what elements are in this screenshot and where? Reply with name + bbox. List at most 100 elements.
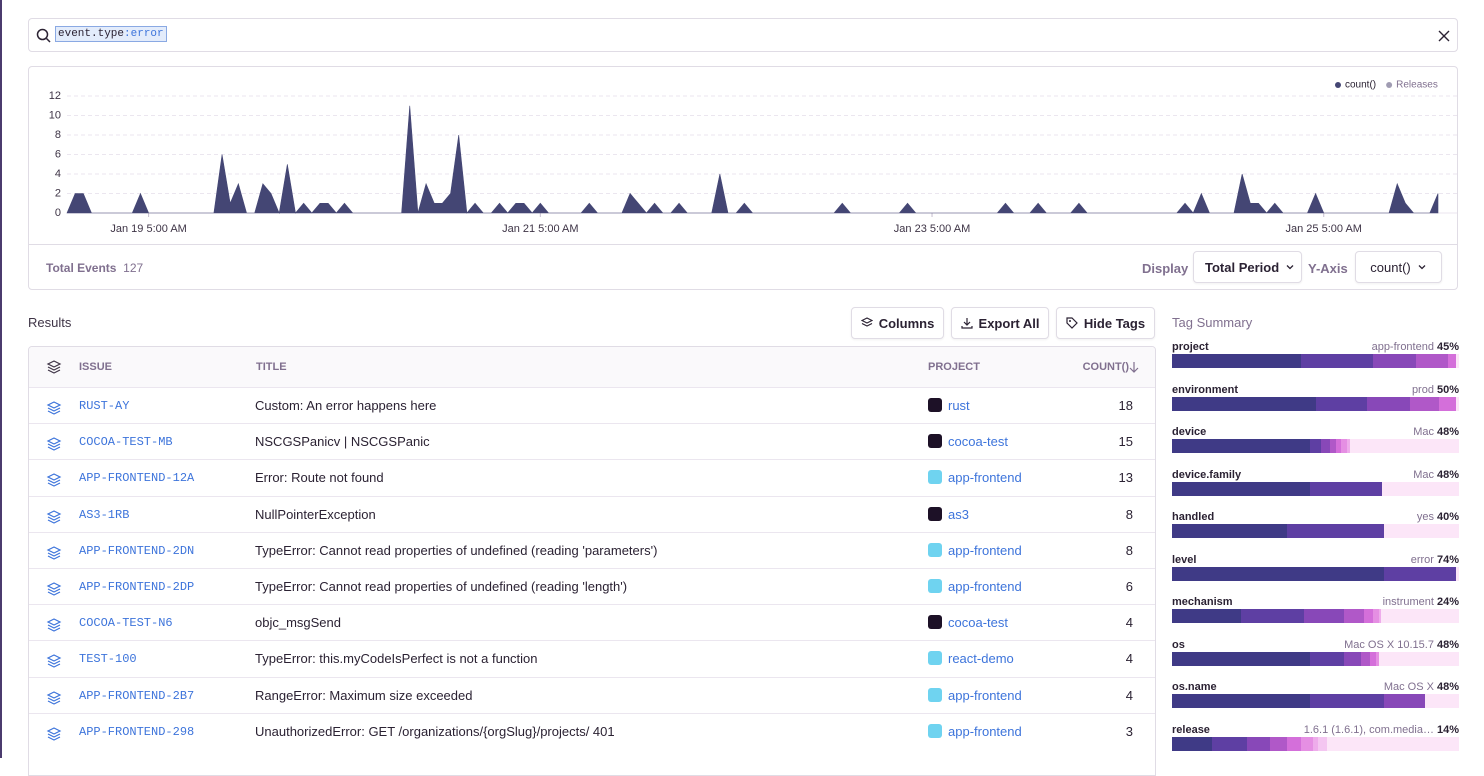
tag-row: environmentprod50% — [1172, 384, 1459, 420]
tag-segment — [1310, 439, 1321, 453]
layers — [48, 438, 60, 450]
tag-segment — [1410, 397, 1439, 411]
tag-bar[interactable] — [1172, 439, 1459, 453]
issue-id[interactable]: RUST-AY — [79, 388, 129, 424]
tag-bar[interactable] — [1172, 567, 1459, 581]
count: 13 — [1119, 460, 1133, 496]
tag-bar[interactable] — [1172, 397, 1459, 411]
issue-icon — [46, 545, 62, 561]
tag-bar[interactable] — [1172, 524, 1459, 538]
table-row: APP-FRONTEND-298UnauthorizedError: GET /… — [29, 713, 1156, 750]
tag-row: mechanisminstrument24% — [1172, 596, 1459, 632]
project-name[interactable]: app-frontend — [948, 460, 1022, 496]
edge — [0, 0, 2, 758]
tag-percent: 40% — [1437, 511, 1459, 523]
results-table: ISSUE TITLE PROJECT COUNT() RUST-AYCusto… — [28, 346, 1156, 776]
tag-segment — [1270, 737, 1287, 751]
table-row: COCOA-TEST-N6objc_msgSendcocoa-test4 — [29, 604, 1156, 641]
layers — [48, 547, 60, 559]
tag-segment — [1347, 439, 1350, 453]
layers — [48, 402, 60, 414]
tag-top-value: instrument24% — [1383, 596, 1459, 608]
project-name[interactable]: rust — [948, 388, 970, 424]
project-name[interactable]: cocoa-test — [948, 424, 1008, 460]
tag-value: Mac — [1413, 469, 1434, 481]
issue-title: TypeError: this.myCodeIsPerfect is not a… — [255, 641, 538, 677]
layers — [48, 692, 60, 704]
tag-row: handledyes40% — [1172, 511, 1459, 547]
tag-value: app-frontend — [1372, 341, 1434, 353]
tag-bar[interactable] — [1172, 652, 1459, 666]
issue-id[interactable]: AS3-1RB — [79, 497, 129, 533]
tag-top-value: Mac48% — [1413, 426, 1459, 438]
issue-id[interactable]: APP-FRONTEND-298 — [79, 714, 194, 750]
tag-segment — [1241, 609, 1304, 623]
export-button[interactable]: Export All — [951, 307, 1049, 339]
tag-segment — [1247, 737, 1270, 751]
layers — [48, 583, 60, 595]
tag-segment — [1367, 397, 1410, 411]
tag-segment — [1439, 397, 1456, 411]
count: 3 — [1126, 714, 1133, 750]
layers — [48, 728, 60, 740]
project-name[interactable]: app-frontend — [948, 569, 1022, 605]
issue-id[interactable]: APP-FRONTEND-2DN — [79, 533, 194, 569]
project-name[interactable]: app-frontend — [948, 714, 1022, 750]
project-name[interactable]: app-frontend — [948, 533, 1022, 569]
issue-id[interactable]: COCOA-TEST-MB — [79, 424, 173, 460]
legend-label: Releases — [1396, 80, 1438, 91]
issue-id[interactable]: TEST-100 — [79, 641, 137, 677]
tag-bar[interactable] — [1172, 694, 1459, 708]
tag-bar[interactable] — [1172, 737, 1459, 751]
table-row: AS3-1RBNullPointerExceptionas38 — [29, 496, 1156, 533]
count: 8 — [1126, 533, 1133, 569]
column-header[interactable]: COUNT() — [1083, 347, 1129, 387]
count: 4 — [1126, 605, 1133, 641]
issue-id[interactable]: COCOA-TEST-N6 — [79, 605, 173, 641]
tag-key: environment — [1172, 384, 1238, 396]
tag-segment — [1344, 652, 1361, 666]
yaxis-select[interactable]: count() — [1355, 251, 1442, 283]
column-header[interactable]: PROJECT — [928, 347, 980, 387]
button-label: Hide Tags — [1084, 316, 1145, 331]
tag-value: 1.6.1 (1.6.1), com.media… — [1304, 724, 1434, 736]
display-select[interactable]: Total Period — [1193, 251, 1302, 283]
project-name[interactable]: react-demo — [948, 641, 1014, 677]
clear-icon[interactable] — [1438, 30, 1450, 42]
divider — [29, 244, 1457, 245]
chart: 024681012Jan 19 5:00 AMJan 21 5:00 AMJan… — [29, 67, 1457, 245]
tag-segment — [1310, 482, 1382, 496]
project-icon — [928, 615, 942, 629]
tag-segment — [1448, 354, 1457, 368]
column-header[interactable]: TITLE — [256, 347, 287, 387]
columns-button[interactable]: Columns — [851, 307, 944, 339]
hide-tags-button[interactable]: Hide Tags — [1056, 307, 1155, 339]
legend-marker — [1335, 82, 1341, 88]
issue-id[interactable]: APP-FRONTEND-2B7 — [79, 678, 194, 714]
count: 4 — [1126, 678, 1133, 714]
results-title: Results — [28, 315, 71, 330]
x-tick-label: Jan 21 5:00 AM — [502, 223, 578, 235]
tag-bar[interactable] — [1172, 354, 1459, 368]
search-token[interactable]: event.type:error — [56, 27, 166, 41]
tag-segment — [1318, 737, 1327, 751]
tag-segment — [1301, 737, 1312, 751]
tag-segment — [1373, 354, 1416, 368]
column-header[interactable]: ISSUE — [79, 347, 112, 387]
tag-percent: 48% — [1437, 681, 1459, 693]
tag-segment — [1172, 567, 1384, 581]
issue-id[interactable]: APP-FRONTEND-12A — [79, 460, 194, 496]
table-header: ISSUE TITLE PROJECT COUNT() — [29, 347, 1156, 387]
tag-bar[interactable] — [1172, 609, 1459, 623]
tag-row: os.nameMac OS X48% — [1172, 681, 1459, 717]
tag-bar[interactable] — [1172, 482, 1459, 496]
tag-summary-title: Tag Summary — [1172, 315, 1252, 330]
project-name[interactable]: app-frontend — [948, 678, 1022, 714]
project-name[interactable]: cocoa-test — [948, 605, 1008, 641]
issue-id[interactable]: APP-FRONTEND-2DP — [79, 569, 194, 605]
issue-title: TypeError: Cannot read properties of und… — [255, 569, 627, 605]
search-bar[interactable]: event.type:error — [28, 18, 1458, 52]
project-name[interactable]: as3 — [948, 497, 969, 533]
project-icon — [928, 688, 942, 702]
y-tick-label: 12 — [49, 90, 61, 102]
